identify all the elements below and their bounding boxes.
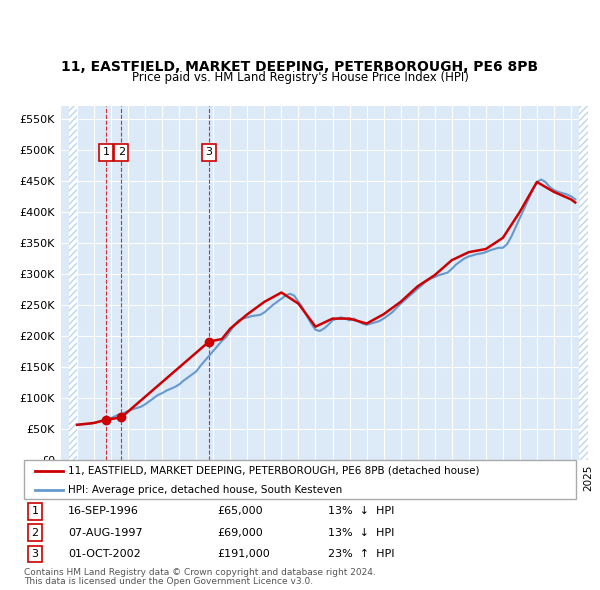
Text: 1: 1 [32, 506, 38, 516]
Bar [68, 106, 77, 460]
Bar [68, 106, 77, 460]
Text: £191,000: £191,000 [217, 549, 270, 559]
Text: 13%  ↓  HPI: 13% ↓ HPI [328, 506, 394, 516]
Text: 07-AUG-1997: 07-AUG-1997 [68, 527, 143, 537]
Text: Contains HM Land Registry data © Crown copyright and database right 2024.: Contains HM Land Registry data © Crown c… [24, 568, 376, 577]
Bar [68, 106, 77, 460]
Bar [68, 106, 77, 460]
Text: 1: 1 [103, 148, 110, 157]
Text: 16-SEP-1996: 16-SEP-1996 [68, 506, 139, 516]
Bar [68, 106, 77, 460]
Bar [68, 106, 77, 460]
Text: 13%  ↓  HPI: 13% ↓ HPI [328, 527, 394, 537]
Bar [68, 106, 77, 460]
Text: 3: 3 [32, 549, 38, 559]
Text: 3: 3 [206, 148, 212, 157]
FancyBboxPatch shape [24, 460, 576, 499]
Text: HPI: Average price, detached house, South Kesteven: HPI: Average price, detached house, Sout… [68, 485, 343, 495]
Text: 23%  ↑  HPI: 23% ↑ HPI [328, 549, 394, 559]
Text: 2: 2 [31, 527, 38, 537]
Bar [68, 106, 77, 460]
Text: 11, EASTFIELD, MARKET DEEPING, PETERBOROUGH, PE6 8PB: 11, EASTFIELD, MARKET DEEPING, PETERBORO… [61, 60, 539, 74]
Bar [68, 106, 77, 460]
Text: Price paid vs. HM Land Registry's House Price Index (HPI): Price paid vs. HM Land Registry's House … [131, 71, 469, 84]
Text: 01-OCT-2002: 01-OCT-2002 [68, 549, 141, 559]
Text: This data is licensed under the Open Government Licence v3.0.: This data is licensed under the Open Gov… [24, 577, 313, 586]
Text: 2: 2 [118, 148, 125, 157]
Bar [68, 106, 77, 460]
Text: £65,000: £65,000 [217, 506, 263, 516]
Text: £69,000: £69,000 [217, 527, 263, 537]
Text: 11, EASTFIELD, MARKET DEEPING, PETERBOROUGH, PE6 8PB (detached house): 11, EASTFIELD, MARKET DEEPING, PETERBORO… [68, 466, 479, 476]
Bar [68, 106, 77, 460]
Bar [68, 106, 77, 460]
